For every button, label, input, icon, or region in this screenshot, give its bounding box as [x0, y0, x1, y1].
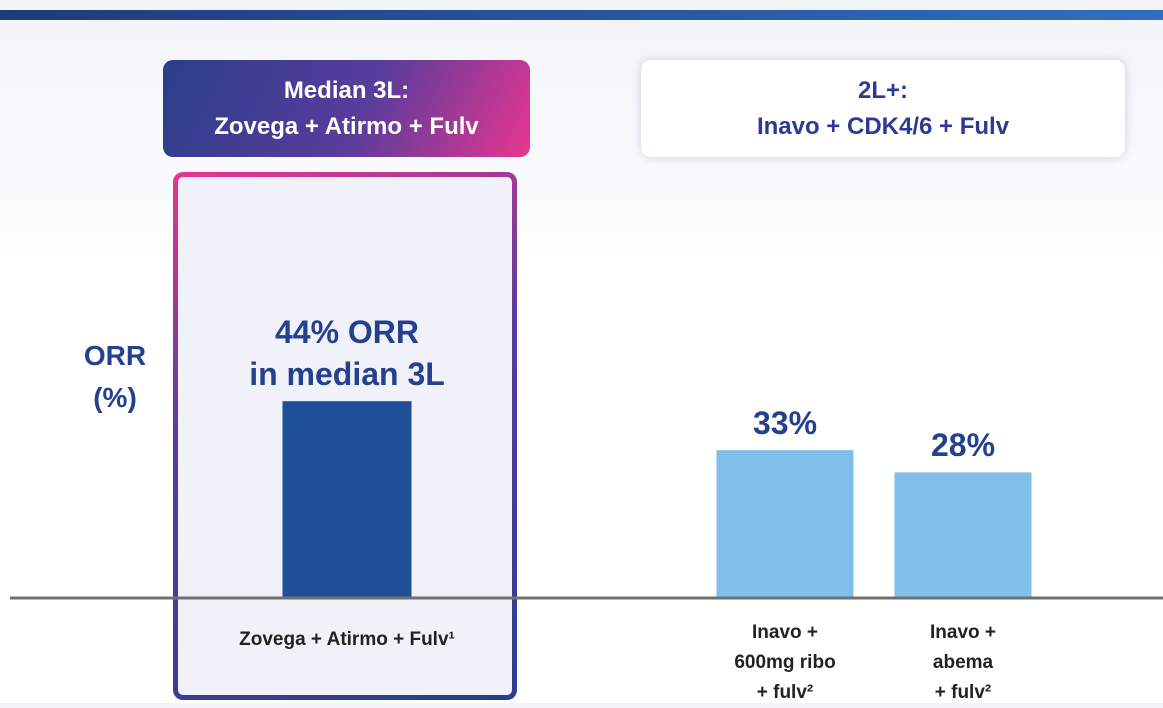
bar — [894, 472, 1032, 597]
category-label: Inavo + 600mg ribo + fulv² — [734, 622, 836, 703]
bar — [282, 401, 412, 597]
group-header: 2L+: Inavo + CDK4/6 + Fulv — [641, 60, 1125, 157]
y-axis-label: ORR (%) — [83, 340, 147, 413]
category-label: Zovega + Atirmo + Fulv¹ — [239, 629, 455, 650]
category-label: Inavo + abema + fulv² — [930, 622, 996, 703]
top-bar — [0, 10, 1163, 20]
value-label: 44% ORR in median 3L — [249, 314, 445, 393]
value-label: 33% — [752, 405, 818, 442]
value-label: 28% — [930, 427, 996, 464]
bar — [716, 450, 854, 597]
group-header: Median 3L: Zovega + Atirmo + Fulv — [163, 60, 530, 157]
